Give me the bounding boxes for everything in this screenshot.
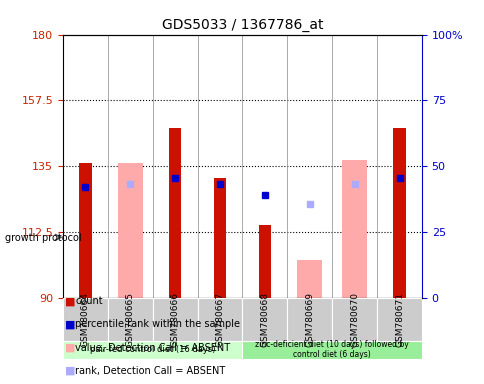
Bar (63, 341, 242, 359)
Bar (63, 298, 107, 341)
Bar (332, 298, 376, 341)
Bar (197, 298, 242, 341)
Title: GDS5033 / 1367786_at: GDS5033 / 1367786_at (162, 18, 322, 32)
Text: GSM780670: GSM780670 (349, 292, 359, 347)
Text: value, Detection Call = ABSENT: value, Detection Call = ABSENT (75, 343, 230, 353)
Bar (118, 163, 142, 298)
Bar (258, 225, 271, 298)
Text: zinc-deficient diet (10 days) followed by
control diet (6 days): zinc-deficient diet (10 days) followed b… (255, 340, 408, 359)
Bar (242, 341, 421, 359)
Bar (107, 298, 152, 341)
Bar (287, 298, 332, 341)
Bar (393, 128, 405, 298)
Text: GSM780668: GSM780668 (260, 292, 269, 347)
Text: count: count (75, 296, 103, 306)
Text: pair-fed control diet (16 days): pair-fed control diet (16 days) (90, 345, 215, 354)
Bar (297, 260, 321, 298)
Bar (213, 178, 226, 298)
Text: GSM780669: GSM780669 (304, 292, 314, 347)
Text: GSM780666: GSM780666 (170, 292, 180, 347)
Text: GSM780671: GSM780671 (394, 292, 403, 347)
Text: ■: ■ (65, 319, 76, 329)
Text: growth protocol: growth protocol (5, 233, 81, 243)
Text: ■: ■ (65, 296, 76, 306)
Text: ■: ■ (65, 343, 76, 353)
Text: ■: ■ (65, 366, 76, 376)
Bar (342, 161, 366, 298)
Bar (376, 298, 421, 341)
Text: percentile rank within the sample: percentile rank within the sample (75, 319, 240, 329)
Bar (242, 298, 287, 341)
Bar (168, 128, 181, 298)
Bar (79, 163, 91, 298)
Bar (152, 298, 197, 341)
Text: GSM780664: GSM780664 (81, 292, 90, 347)
Text: rank, Detection Call = ABSENT: rank, Detection Call = ABSENT (75, 366, 225, 376)
Text: GSM780665: GSM780665 (125, 292, 135, 347)
Text: GSM780667: GSM780667 (215, 292, 224, 347)
